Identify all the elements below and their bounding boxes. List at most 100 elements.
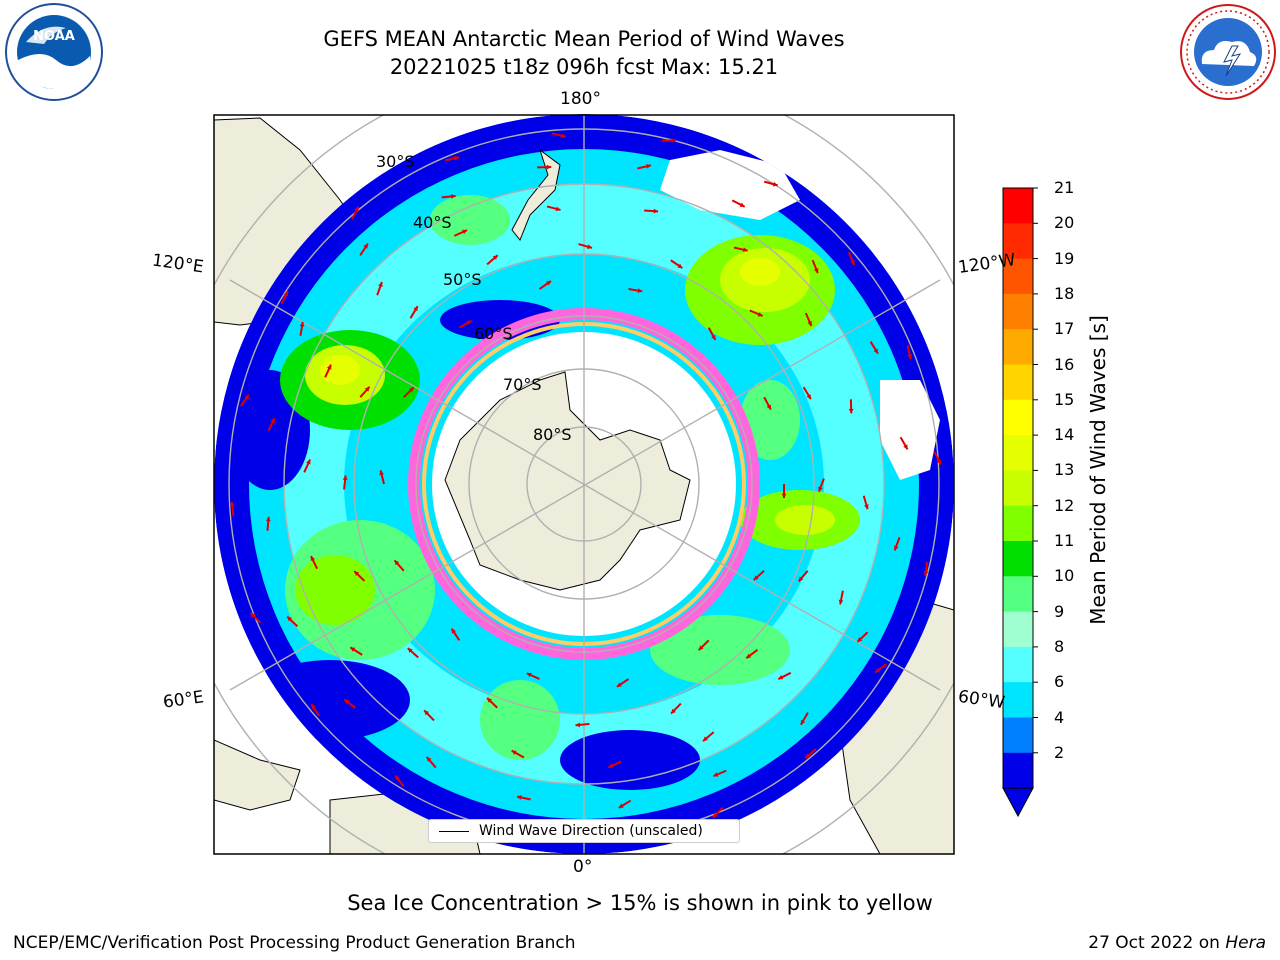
legend-line-swatch — [439, 830, 469, 832]
svg-text:NOAA: NOAA — [33, 29, 75, 44]
wind-wave-arrow — [359, 386, 371, 398]
wind-wave-arrow — [229, 501, 235, 517]
chart-subtitle: 20221025 t18z 096h fcst Max: 15.21 — [389, 55, 779, 79]
wind-wave-arrow — [923, 561, 929, 576]
wind-wave-arrow — [267, 417, 276, 432]
wind-wave-arrow — [733, 246, 748, 253]
lat-label-40s: 40°S — [413, 213, 452, 232]
wind-wave-arrow — [628, 288, 643, 293]
wind-wave-arrow — [869, 341, 879, 355]
wind-wave-arrow — [349, 646, 363, 656]
colorbar-segment — [1003, 223, 1033, 260]
colorbar-segment — [1003, 752, 1033, 789]
wind-wave-arrow — [763, 180, 778, 187]
wind-wave-arrow — [838, 590, 844, 605]
wind-wave-arrow — [575, 722, 590, 728]
colorbar-tick-label: 18 — [1054, 283, 1075, 303]
wind-wave-arrow — [670, 259, 683, 269]
antarctica-landmass — [444, 371, 691, 591]
wind-wave-arrow — [804, 312, 813, 327]
wind-wave-arrow — [359, 243, 369, 256]
colorbar-segment — [1003, 399, 1033, 436]
colorbar-segment — [1003, 576, 1033, 613]
wind-wave-arrow — [731, 199, 746, 208]
date-stamp: 27 Oct 2022 on Hera — [1088, 933, 1266, 953]
new-zealand-landmass — [511, 148, 561, 241]
wind-wave-arrow — [286, 615, 299, 628]
wind-wave-arrow — [425, 756, 437, 769]
map-legend: Wind Wave Direction (unscaled) — [428, 819, 740, 843]
nws-logo — [1178, 2, 1278, 106]
wind-wave-arrow — [353, 570, 366, 582]
wind-wave-arrow — [644, 208, 659, 214]
wind-wave-arrow — [856, 631, 869, 643]
wind-wave-arrow — [702, 731, 715, 742]
legend-label: Wind Wave Direction (unscaled) — [479, 823, 703, 839]
colorbar-tick-label: 13 — [1054, 460, 1075, 480]
wind-wave-arrow — [698, 639, 710, 651]
wind-wave-arrow — [811, 259, 819, 274]
colorbar-segment — [1003, 364, 1033, 401]
wind-wave-arrow — [486, 254, 499, 266]
wind-wave-arrow — [899, 436, 909, 450]
colorbar-segment — [1003, 258, 1033, 295]
wind-wave-arrow — [800, 712, 809, 726]
wind-wave-arrow — [343, 698, 356, 709]
lat-label-80s: 80°S — [533, 425, 572, 444]
wind-wave-arrow — [637, 163, 652, 170]
wind-wave-arrow — [445, 155, 460, 162]
wind-wave-arrow — [578, 243, 593, 250]
wind-wave-arrow — [661, 137, 676, 143]
lon-label-0: 0° — [573, 857, 593, 877]
wind-wave-arrow — [453, 229, 468, 237]
wind-wave-arrow — [342, 475, 348, 490]
wind-wave-arrow — [423, 709, 435, 722]
date-host: Hera — [1225, 933, 1266, 953]
wind-wave-arrow — [749, 309, 764, 317]
colorbar-segment — [1003, 470, 1033, 507]
colorbar-label: Mean Period of Wind Waves [s] — [1086, 315, 1110, 625]
colorbar-segment — [1003, 293, 1033, 330]
wind-wave-arrow — [618, 799, 632, 809]
lat-label-50s: 50°S — [443, 270, 482, 289]
credit-text: NCEP/EMC/Verification Post Processing Pr… — [13, 933, 576, 953]
wind-wave-arrow — [351, 206, 360, 220]
wind-wave-arrow — [906, 345, 912, 360]
wind-wave-arrow — [249, 612, 262, 624]
wind-wave-arrow — [804, 748, 817, 759]
lat-label-30s: 30°S — [376, 152, 415, 171]
wind-wave-arrow — [817, 478, 825, 492]
wind-wave-arrow — [763, 396, 772, 411]
wind-wave-arrow — [303, 459, 311, 473]
lon-label-180: 180° — [560, 89, 601, 109]
wind-wave-arrow — [458, 319, 472, 329]
wind-wave-arrow — [546, 205, 561, 212]
wind-wave-arrow — [847, 251, 856, 266]
wind-wave-arrows — [229, 132, 942, 841]
wind-wave-arrow — [933, 451, 942, 466]
colorbar-tick-label: 9 — [1054, 601, 1065, 621]
colorbar-segment — [1003, 611, 1033, 648]
colorbar-tick-label: 20 — [1054, 213, 1075, 233]
wind-wave-arrow — [324, 364, 332, 378]
wind-wave-arrow — [802, 386, 812, 400]
map-frame — [213, 114, 955, 855]
colorbar-tick-label: 2 — [1054, 742, 1065, 762]
wind-wave-arrow — [874, 663, 887, 674]
colorbar-tick-label: 16 — [1054, 354, 1075, 374]
colorbar-segment — [1003, 505, 1033, 542]
wind-wave-arrow — [511, 749, 525, 759]
colorbar-frame — [1002, 187, 1034, 789]
wind-wave-arrow — [670, 702, 682, 715]
wind-wave-arrow — [376, 281, 383, 296]
colorbar-tick-label: 21 — [1054, 178, 1075, 197]
colorbar-segment — [1003, 646, 1033, 683]
colorbar-segment — [1003, 682, 1033, 718]
wind-wave-arrow — [265, 516, 271, 531]
colorbar-segment — [1003, 329, 1033, 365]
wind-wave-arrow — [538, 280, 552, 290]
colorbar — [1002, 187, 1038, 818]
wind-wave-arrow — [299, 321, 305, 336]
colorbar-segment — [1003, 188, 1033, 224]
